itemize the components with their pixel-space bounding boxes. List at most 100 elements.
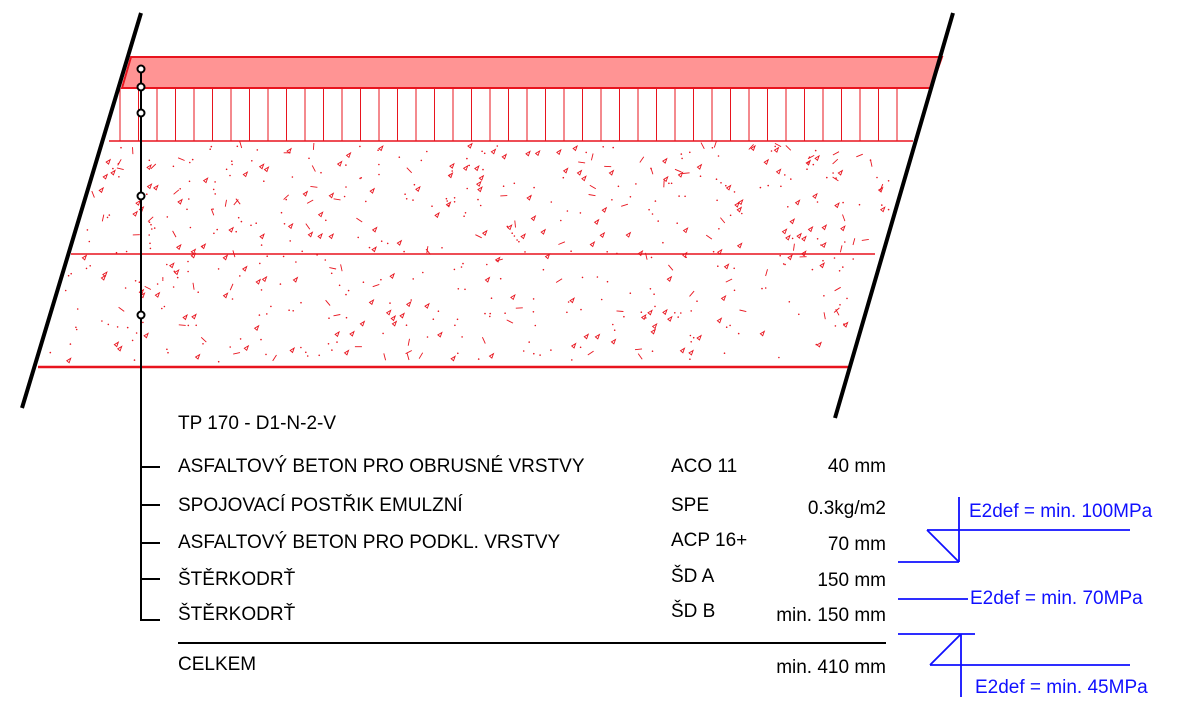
gravel-grain [651,322,658,330]
gravel-grain [478,174,485,181]
gravel-grain [282,255,285,258]
gravel-grain [489,315,491,318]
gravel-grain [115,251,118,254]
gravel-grain [486,263,488,266]
gravel-grain [362,281,365,284]
gravel-grain [217,268,220,270]
gravel-grain [483,152,486,155]
gravel-grain [513,235,516,237]
gravel-grain [306,355,309,357]
gravel-grain [253,324,260,331]
gravel-grain [146,183,153,190]
gravel-grain [306,199,314,204]
gravel-grain [345,151,352,159]
gravel-grain [161,307,163,310]
gravel-grain [345,186,347,188]
gravel-grain [682,227,689,234]
gravel-grain [368,246,371,249]
gravel-grain [460,266,463,268]
gravel-grain [154,291,161,298]
gravel-grain [228,226,234,233]
gravel-grain [191,313,197,320]
gravel-grain [190,248,197,255]
leader-ticks [141,466,160,621]
gravel-grain [162,279,164,281]
gravel-grain [511,232,513,234]
gravel-grain [81,254,88,261]
gravel-grain [677,316,679,318]
gravel-grain [852,238,856,246]
gravel-grain [406,353,410,361]
gravel-grain [446,200,449,202]
gravel-grain [761,287,763,290]
gravel-grain [785,234,791,241]
gravel-grain [602,146,604,148]
gravel-grain [187,270,189,273]
gravel-grain [477,186,483,193]
gravel-grain [447,172,454,179]
gravel-grain [725,184,727,187]
gravel-grain [634,348,643,351]
gravel-grain [662,241,664,244]
gravel-grain [616,252,618,255]
gravel-grain [640,311,643,314]
gravel-grain [295,261,297,263]
gravel-grain [711,147,714,149]
gravel-grain [679,347,686,354]
gravel-grain [581,276,584,279]
gravel-grain [569,297,575,304]
gravel-grain [462,262,464,265]
gravel-grain [579,346,582,349]
gravel-grain [266,313,268,315]
gravel-grain [526,194,532,201]
gravel-grain [593,218,600,225]
gravel-grain [567,301,570,303]
gravel-grain [589,184,597,190]
gravel-grain [629,292,632,295]
gravel-grain [774,143,782,147]
gravel-grain [846,297,848,300]
gravel-grain [556,148,562,156]
gravel-grain [819,262,825,269]
gravel-grain [594,333,601,340]
gravel-grain [600,298,603,301]
gravel-grain [222,254,229,261]
gravel-grain [328,233,335,240]
gravel-grain [177,198,183,205]
gravel-grain [572,145,578,152]
gravel-grain [784,263,786,266]
gravel-grain [118,306,125,312]
gravel-grain [806,168,808,170]
gravel-grain [763,158,770,165]
gravel-grain [464,288,466,291]
gravel-grain [239,338,242,340]
leader-points [136,64,146,320]
structure-title: TP 170 - D1-N-2-V [178,413,337,434]
gravel-grain [662,175,669,183]
gravel-grain [231,298,234,300]
gravel-grain [287,222,294,230]
gravel-grain [325,299,331,306]
gravel-grain [787,206,789,208]
gravel-grain [639,156,645,163]
gravel-grain [637,353,643,360]
gravel-grain [736,242,743,249]
gravel-grain [629,196,632,198]
gravel-grain [649,288,652,290]
gravel-grain [832,176,839,182]
gravel-grain [336,341,338,343]
layer-5-thickness: min. 150 mm [776,605,886,626]
gravel-grain [391,320,398,327]
gravel-grain [696,300,698,303]
gravel-grain [814,149,817,152]
gravel-grain [692,336,695,339]
gravel-grain [143,332,149,339]
gravel-grain [98,186,105,194]
gravel-grain [737,332,740,335]
layer-2-name: SPOJOVACÍ POSTŘIK EMULZNÍ [178,495,463,516]
gravel-grain [283,194,290,200]
layer-1-name: ASFALTOVÝ BETON PRO OBRUSNÉ VRSTVY [178,456,585,477]
gravel-grain [879,183,884,191]
gravel-grain [648,208,650,211]
